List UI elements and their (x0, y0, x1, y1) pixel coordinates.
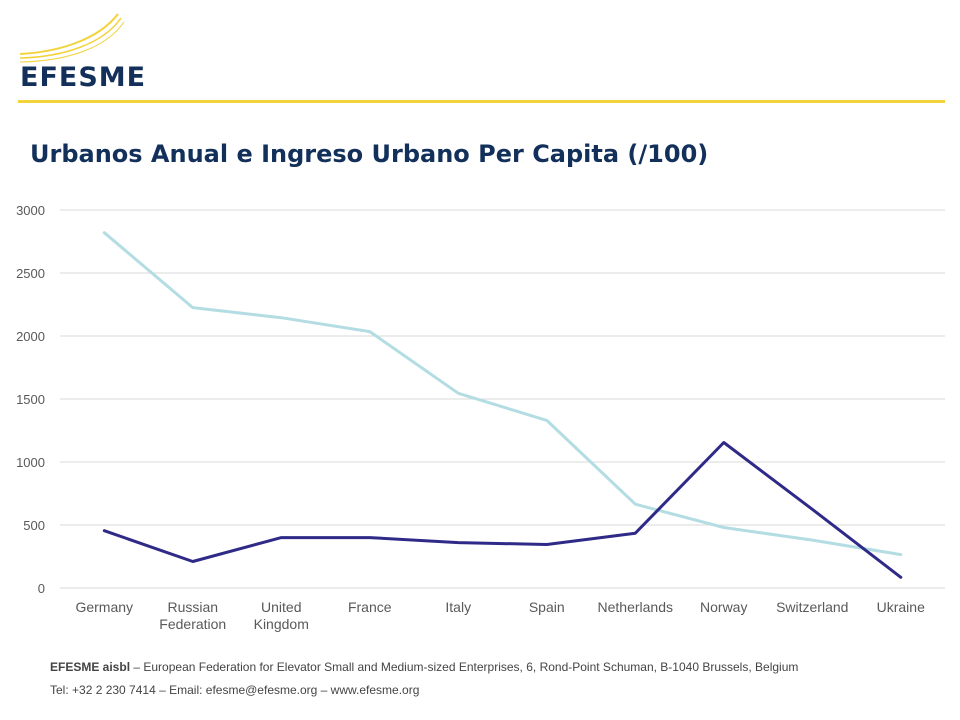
footer-org-name: EFESME aisbl (50, 660, 131, 674)
series-line-1 (102, 231, 903, 557)
x-tick-label: Norway (700, 599, 747, 615)
x-tick-label: United Kingdom (254, 599, 309, 632)
x-tick-label: Ukraine (877, 599, 925, 615)
y-tick-label: 1000 (16, 455, 45, 470)
efesme-logo: EFESME (18, 10, 145, 93)
x-tick-label: France (348, 599, 392, 615)
header-divider (18, 100, 945, 103)
footer-org-details: – European Federation for Elevator Small… (130, 660, 799, 674)
footer-org-line: EFESME aisbl – European Federation for E… (50, 660, 798, 674)
x-tick-label: Spain (529, 599, 565, 615)
logo-swoosh-icon (19, 13, 125, 63)
logo-text: EFESME (20, 62, 147, 93)
y-tick-label: 1500 (16, 392, 45, 407)
x-tick-label: Italy (445, 599, 471, 615)
y-tick-label: 2500 (16, 266, 45, 281)
x-tick-label: Germany (75, 599, 133, 615)
x-tick-label: Netherlands (598, 599, 674, 615)
x-tick-label: Russian Federation (159, 599, 226, 632)
y-tick-label: 0 (38, 581, 45, 596)
y-tick-label: 3000 (16, 203, 45, 218)
y-tick-label: 500 (23, 518, 45, 533)
footer-contact: Tel: +32 2 230 7414 – Email: efesme@efes… (50, 683, 420, 697)
x-tick-label: Switzerland (776, 599, 848, 615)
series-line-2 (102, 441, 903, 579)
line-chart: 0 500 1000 1500 2000 2500 3000 Germany Russian Fe… (16, 203, 945, 632)
y-tick-label: 2000 (16, 329, 45, 344)
slide-title: Urbanos Anual e Ingreso Urbano Per Capit… (30, 140, 709, 168)
